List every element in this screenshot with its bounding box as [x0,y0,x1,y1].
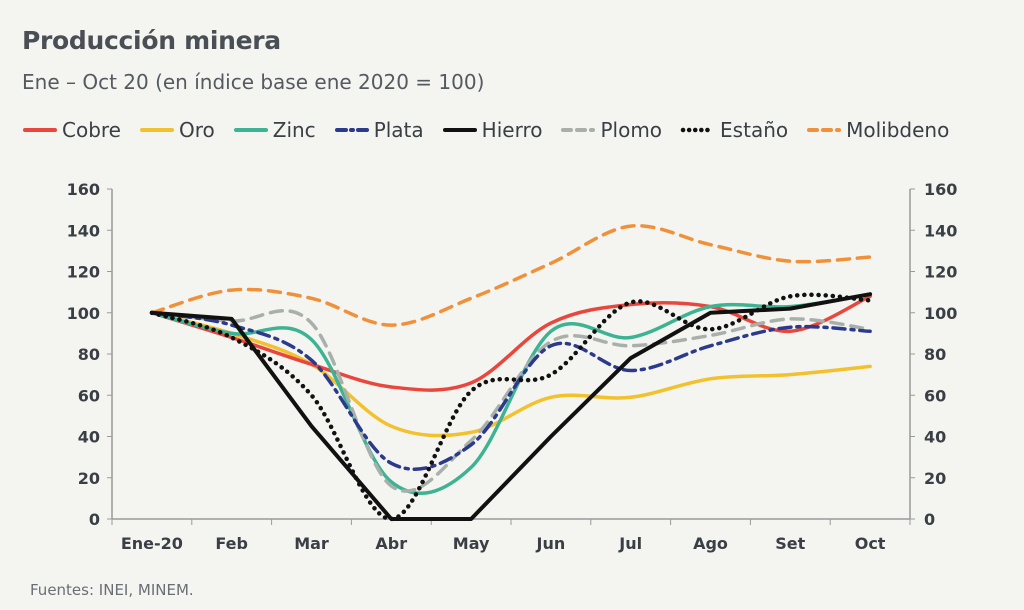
y-tick-label-right: 20 [924,469,946,488]
legend-label: Plomo [600,118,663,142]
legend-swatch [680,127,716,133]
legend-item-plata: Plata [334,118,424,142]
legend-item-zinc: Zinc [233,118,316,142]
series-line-molibdeno [150,223,872,327]
y-tick-label-left: 140 [67,221,100,240]
legend-item-plomo: Plomo [560,118,662,142]
legend-swatch [561,128,596,132]
series-line-cobre [150,294,872,392]
y-tick-label-right: 40 [924,428,946,447]
legend-item-oro: Oro [139,118,215,142]
legend-swatch [139,128,174,132]
x-tick-label: Ago [693,534,728,553]
legend-label: Plata [373,118,424,142]
x-tick-label: Abr [375,534,407,553]
legend-label: Cobre [62,118,121,142]
y-tick-label-right: 100 [924,304,957,323]
x-tick-label: Oct [855,534,886,553]
legend-item-estano: Estaño [680,118,788,142]
y-tick-label-right: 140 [924,221,957,240]
chart-subtitle: Ene – Oct 20 (en índice base ene 2020 = … [22,70,485,94]
y-tick-label-left: 100 [67,304,100,323]
x-tick-label: Set [775,534,805,553]
y-tick-label-left: 40 [78,428,100,447]
line-chart: 0 0 20 20 40 40 60 60 80 80 100 100 120 120 140 140 160 1… [67,180,958,553]
legend-item-cobre: Cobre [22,118,121,142]
chart-legend: Cobre Oro Zinc Plata Hierro Plomo Estaño Molibd… [22,118,967,142]
x-tick-label: Mar [294,534,329,553]
y-tick-label-right: 0 [924,510,935,529]
y-tick-label-right: 80 [924,345,946,364]
series-line-plata [150,311,872,471]
x-tick-label: May [453,534,490,553]
legend-label: Hierro [481,118,543,142]
legend-label: Oro [178,118,215,142]
y-tick-label-left: 20 [78,469,100,488]
legend-swatch [807,128,842,132]
series-line-estano [149,292,873,522]
series-line-zinc [150,292,872,495]
x-tick-label: Jun [536,534,566,553]
series-line-plomo [150,309,872,493]
legend-label: Zinc [272,118,316,142]
y-tick-label-left: 80 [78,345,100,364]
legend-item-molibdeno: Molibdeno [806,118,949,142]
y-tick-label-left: 160 [67,180,100,199]
legend-label: Estaño [720,118,789,142]
y-tick-label-left: 120 [67,263,100,282]
y-tick-label-right: 60 [924,386,946,405]
legend-swatch [334,128,369,132]
x-tick-label: Feb [215,534,248,553]
y-tick-label-right: 160 [924,180,957,199]
legend-item-hierro: Hierro [442,118,543,142]
y-tick-label-left: 0 [89,510,100,529]
legend-swatch [442,128,477,132]
legend-swatch [233,128,268,132]
x-tick-label: Ene-20 [121,534,183,553]
series-line-hierro [149,292,873,521]
y-tick-label-right: 120 [924,263,957,282]
legend-label: Molibdeno [846,118,950,142]
chart-title: Producción minera [22,26,281,55]
y-tick-label-left: 60 [78,386,100,405]
source-note: Fuentes: INEI, MINEM. [30,581,194,599]
legend-swatch [23,128,57,132]
x-tick-label: Jul [618,534,642,553]
